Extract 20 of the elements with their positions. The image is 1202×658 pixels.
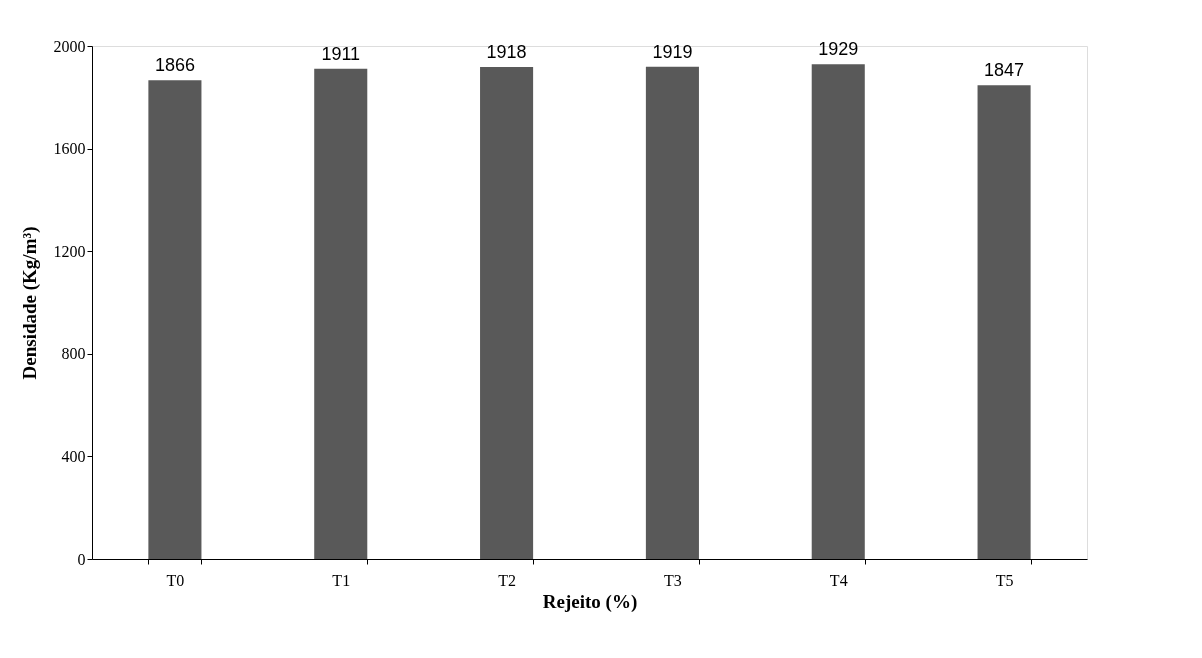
data-label: 1866 [154,55,195,76]
x-tick-label: T2 [498,571,516,589]
x-tick-label: T1 [332,571,351,589]
data-label: 1919 [652,41,693,62]
y-tick-label: 400 [61,447,86,465]
x-tick-label: T5 [995,571,1014,589]
data-label: 1911 [321,43,361,64]
data-label: 1847 [984,60,1025,81]
x-tick-label: T4 [829,571,848,589]
y-axis-title: Densidade (Kg/m³) [18,226,41,380]
y-tick-label: 1600 [53,140,86,158]
y-tick-label: 1200 [53,242,86,260]
y-tick-label: 800 [61,345,86,363]
y-tick-label: 2000 [53,37,86,55]
x-axis-title: Rejeito (%) [542,590,638,613]
x-tick-label: T3 [664,571,682,589]
x-tick-label: T0 [166,571,185,589]
data-label: 1918 [486,42,527,63]
y-tick-label: 0 [77,550,86,568]
data-label: 1929 [818,39,859,60]
